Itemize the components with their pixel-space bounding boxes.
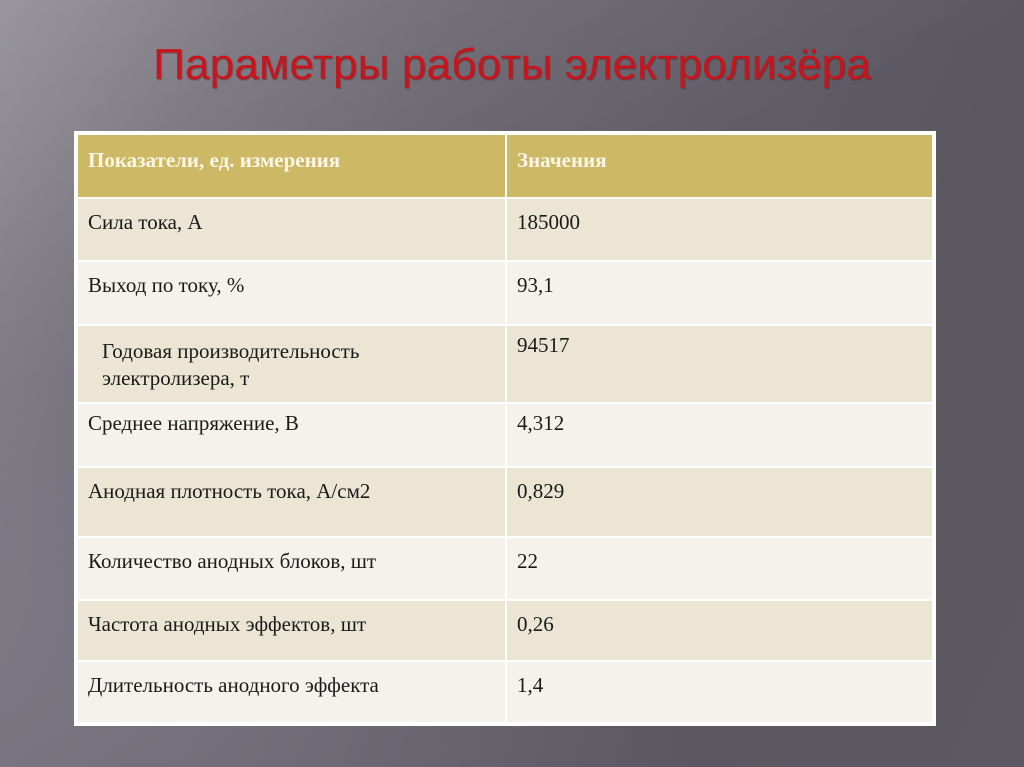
slide-title: Параметры работы электролизёра xyxy=(153,40,871,89)
row-value: 4,312 xyxy=(505,402,934,468)
column-header-value: Значения xyxy=(505,133,934,199)
row-label: Количество анодных блоков, шт xyxy=(76,536,507,601)
row-value: 0,829 xyxy=(505,466,934,538)
table-row: Годовая производительность электролизера… xyxy=(76,324,934,404)
row-value: 93,1 xyxy=(505,260,934,326)
row-label: Годовая производительность электролизера… xyxy=(76,324,507,404)
row-label: Анодная плотность тока, А/см2 xyxy=(76,466,507,538)
row-label: Среднее напряжение, В xyxy=(76,402,507,468)
row-value: 0,26 xyxy=(505,599,934,662)
table-row: Сила тока, А 185000 xyxy=(76,197,934,262)
row-label: Выход по току, % xyxy=(76,260,507,326)
parameters-table-container: Показатели, ед. измерения Значения Сила … xyxy=(74,131,936,726)
table-row: Длительность анодного эффекта 1,4 xyxy=(76,660,934,724)
row-value: 185000 xyxy=(505,197,934,262)
table-row: Анодная плотность тока, А/см2 0,829 xyxy=(76,466,934,538)
table-row: Выход по току, % 93,1 xyxy=(76,260,934,326)
row-value: 94517 xyxy=(505,324,934,404)
parameters-table: Показатели, ед. измерения Значения Сила … xyxy=(76,133,934,724)
table-row: Количество анодных блоков, шт 22 xyxy=(76,536,934,601)
column-header-parameter: Показатели, ед. измерения xyxy=(76,133,507,199)
table-row: Частота анодных эффектов, шт 0,26 xyxy=(76,599,934,662)
row-label: Длительность анодного эффекта xyxy=(76,660,507,724)
row-value: 1,4 xyxy=(505,660,934,724)
table-header-row: Показатели, ед. измерения Значения xyxy=(76,133,934,199)
row-label: Частота анодных эффектов, шт xyxy=(76,599,507,662)
row-label: Сила тока, А xyxy=(76,197,507,262)
table-row: Среднее напряжение, В 4,312 xyxy=(76,402,934,468)
row-value: 22 xyxy=(505,536,934,601)
